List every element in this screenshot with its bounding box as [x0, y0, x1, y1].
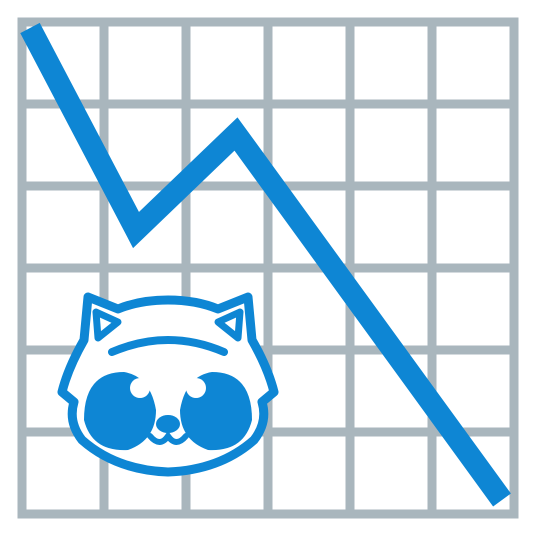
raccoon-right-ear	[214, 308, 244, 342]
grid-line-horizontal	[17, 509, 519, 519]
grid-line-horizontal	[17, 17, 519, 27]
grid-line-horizontal	[17, 345, 519, 355]
grid-line-horizontal	[17, 427, 519, 437]
raccoon-left-ear	[92, 308, 122, 342]
raccoon-mouth	[147, 430, 189, 445]
grid-line-horizontal	[17, 263, 519, 273]
raccoon-right-eye	[186, 378, 206, 398]
raccoon-face-icon	[57, 292, 279, 477]
raccoon-forehead-stripe	[108, 336, 228, 356]
raccoon-left-eye	[130, 378, 150, 398]
grid-line-horizontal	[17, 99, 519, 109]
raccoon-head-outline	[57, 292, 279, 477]
raccoon-nose	[156, 415, 180, 433]
decreasing-trend-line	[20, 22, 511, 507]
